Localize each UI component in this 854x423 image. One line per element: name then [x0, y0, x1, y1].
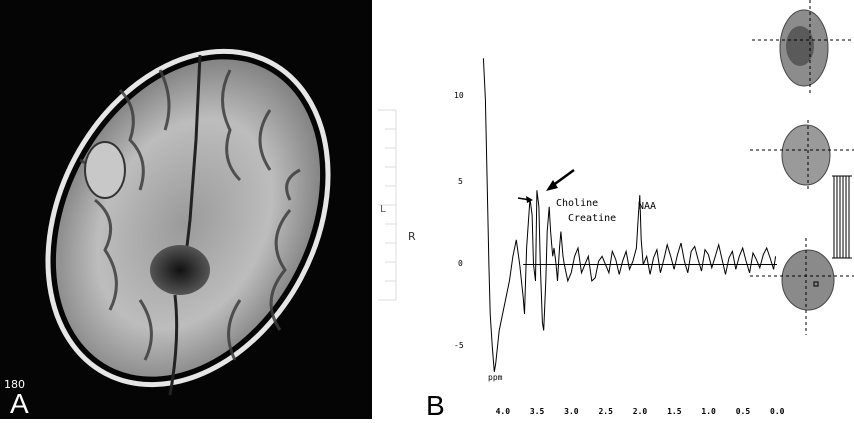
panel-a: L R 180 A — [0, 0, 432, 419]
temporal-lobe — [85, 142, 125, 198]
side-marker: R — [408, 230, 416, 243]
naa-label: NAA — [638, 201, 656, 212]
x-tick-label: 2.5 — [598, 407, 613, 416]
mri-axial-image: L R 180 — [0, 0, 432, 419]
x-tick-label: 3.5 — [530, 407, 545, 416]
x-tick-labels: 4.0 3.5 3.0 2.5 2.0 1.5 1.0 0.5 0.0 — [496, 407, 785, 416]
x-tick-label: 1.0 — [701, 407, 716, 416]
large-arrow-icon — [546, 170, 574, 191]
localizer-coronal — [750, 120, 854, 190]
x-tick-label: 1.5 — [667, 407, 682, 416]
x-tick-label: 4.0 — [496, 407, 511, 416]
panel-b: 10 5 0 -5 4.0 3.5 3.0 2.5 2.0 1.5 1.0 0.5 0.0 Ch… — [432, 0, 854, 419]
scale-tick-label: L — [380, 204, 386, 215]
y-tick-label: 5 — [458, 177, 463, 186]
x-tick-label: 2.0 — [633, 407, 648, 416]
y-tick-label: 10 — [454, 91, 464, 100]
scale-comb — [832, 176, 852, 258]
midbrain-region — [150, 245, 210, 295]
localizer-sagittal — [752, 0, 854, 95]
x-tick-label: 0.5 — [736, 407, 751, 416]
spectrum-chart: 10 5 0 -5 4.0 3.5 3.0 2.5 2.0 1.5 1.0 0.5 0.0 Ch… — [432, 0, 854, 419]
x-tick-label: 0.0 — [770, 407, 785, 416]
x-tick-label: 3.0 — [564, 407, 579, 416]
creatine-label: Creatine — [568, 213, 616, 224]
y-tick-label: -5 — [454, 341, 464, 350]
panel-a-label: A — [10, 390, 29, 418]
choline-label: Choline — [556, 198, 598, 209]
spectrum-line — [483, 58, 775, 372]
panel-b-label: B — [426, 392, 445, 420]
ppm-label: ppm — [488, 373, 503, 382]
localizer-axial — [750, 238, 854, 335]
y-tick-label: 0 — [458, 259, 463, 268]
